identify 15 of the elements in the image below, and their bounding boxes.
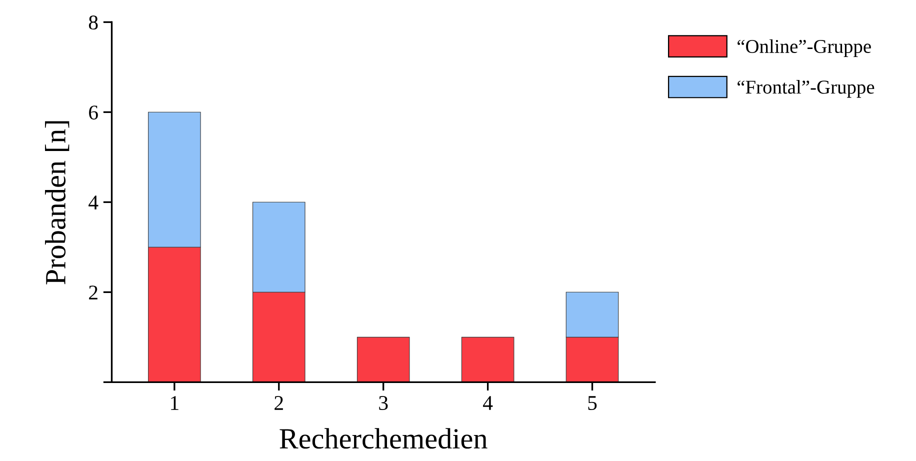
x-tick-label: 1 (171, 396, 178, 410)
legend-label: “Frontal”-Gruppe (738, 80, 874, 98)
x-tick-label: 3 (379, 396, 388, 410)
bar (356, 336, 410, 382)
x-tick-label: 5 (588, 396, 597, 410)
x-axis-title: Recherchemedien (280, 428, 488, 449)
x-tick-label: 4 (483, 396, 493, 410)
y-tick-label: 6 (89, 106, 98, 120)
y-tick-label: 8 (88, 16, 98, 30)
bar (461, 336, 514, 382)
y-tick-label: 4 (88, 196, 98, 210)
legend-label: “Online”-Gruppe (738, 39, 871, 57)
y-axis-title: Probanden [n] (45, 121, 70, 284)
x-tick-label: 2 (274, 396, 283, 410)
y-tick-label: 2 (89, 286, 98, 300)
